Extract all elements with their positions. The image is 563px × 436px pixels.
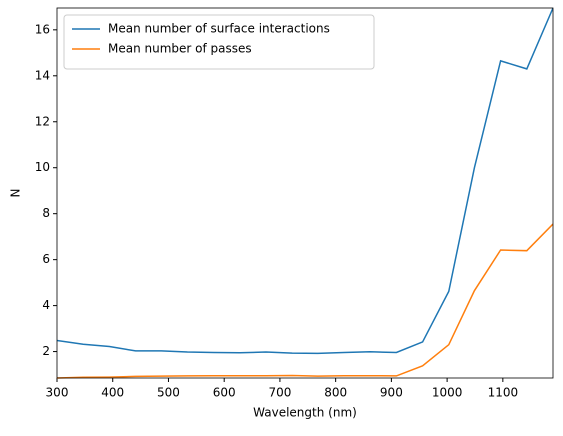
- x-tick-label: 1100: [488, 386, 519, 400]
- y-tick-label: 10: [35, 160, 50, 174]
- x-tick-label: 800: [324, 386, 347, 400]
- legend-box: [63, 14, 375, 70]
- x-tick-label: 700: [268, 386, 291, 400]
- legend-label: Mean number of passes: [108, 42, 252, 56]
- x-axis-label: Wavelength (nm): [253, 406, 357, 420]
- y-tick-label: 4: [42, 298, 50, 312]
- legend-label: Mean number of surface interactions: [108, 22, 330, 36]
- y-tick-label: 16: [35, 22, 50, 36]
- plot-frame: [56, 7, 554, 379]
- line-series: [57, 223, 553, 379]
- line-series: [57, 7, 553, 355]
- y-tick-label: 14: [35, 68, 50, 82]
- x-tick-label: 1000: [432, 386, 463, 400]
- y-tick-label: 2: [42, 344, 50, 358]
- x-tick-label: 400: [101, 386, 124, 400]
- x-tick-label: 500: [157, 386, 180, 400]
- y-tick-label: 12: [35, 114, 50, 128]
- y-tick-label: 6: [42, 252, 50, 266]
- x-tick-label: 300: [46, 386, 69, 400]
- x-tick-label: 900: [380, 386, 403, 400]
- y-tick-label: 8: [42, 206, 50, 220]
- x-tick-label: 600: [213, 386, 236, 400]
- y-axis-label: N: [9, 189, 23, 198]
